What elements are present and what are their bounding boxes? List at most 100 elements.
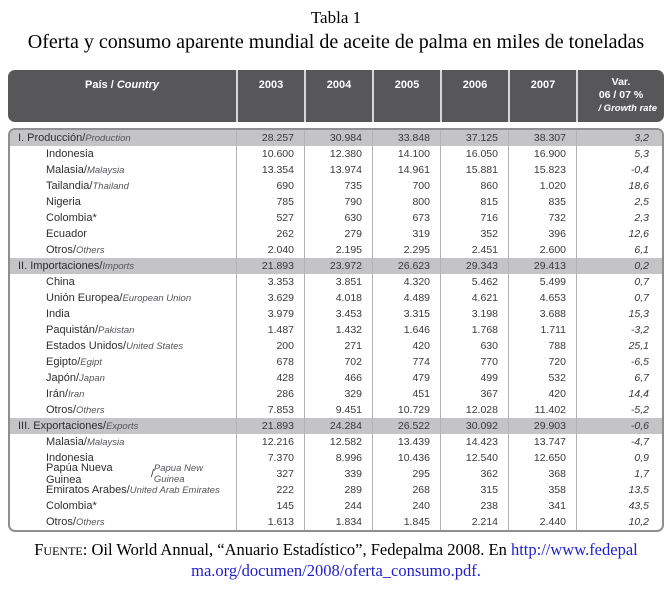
- row-label-en: Pakistan: [98, 324, 135, 336]
- source-link-line1[interactable]: http://www.fedepal: [510, 540, 638, 559]
- value-cell-2003: 145: [236, 498, 304, 514]
- value-cell-2006: 238: [440, 498, 508, 514]
- value-cell-2007: 358: [508, 482, 576, 498]
- value-cell-2006: 352: [440, 226, 508, 242]
- value-cell-2005: 3.315: [372, 306, 440, 322]
- value-cell-2005: 4.320: [372, 274, 440, 290]
- country-cell: Japón / Japan: [10, 370, 236, 386]
- value-cell-2006: 37.125: [440, 130, 508, 146]
- value-cell-2003: 10.600: [236, 146, 304, 162]
- value-cell-2005: 1.845: [372, 514, 440, 530]
- value-cell-2007: 788: [508, 338, 576, 354]
- value-cell-2003: 286: [236, 386, 304, 402]
- value-cell-2006: 30.092: [440, 418, 508, 434]
- country-cell: Tailandia / Thailand: [10, 178, 236, 194]
- value-cell-2003: 428: [236, 370, 304, 386]
- var-cell: 2,3: [576, 210, 662, 226]
- var-cell: 43,5: [576, 498, 662, 514]
- value-cell-2003: 13.354: [236, 162, 304, 178]
- label-separator: /: [126, 484, 130, 496]
- value-cell-2004: 23.972: [304, 258, 372, 274]
- value-cell-2005: 295: [372, 466, 440, 482]
- value-cell-2004: 12.380: [304, 146, 372, 162]
- value-cell-2007: 835: [508, 194, 576, 210]
- var-cell: 15,3: [576, 306, 662, 322]
- value-cell-2005: 319: [372, 226, 440, 242]
- var-cell: 0,9: [576, 450, 662, 466]
- row-label-es: Indonesia: [46, 148, 94, 160]
- row-label-es: I. Producción: [18, 132, 83, 144]
- row-label-es: Estados Unidos: [46, 340, 124, 352]
- var-cell: -3,2: [576, 322, 662, 338]
- section-row: I. Producción / Production 28.257 30.984 33…: [10, 130, 662, 146]
- var-cell: 2,5: [576, 194, 662, 210]
- label-separator: /: [123, 340, 127, 352]
- value-cell-2005: 14.961: [372, 162, 440, 178]
- row-label-es: Japón: [46, 372, 76, 384]
- country-header-en: Country: [116, 79, 159, 91]
- row-label-es: Colombia*: [46, 500, 97, 512]
- country-cell: Papúa Nueva Guinea / Papua New Guinea: [10, 462, 236, 486]
- country-cell: Otros / Others: [10, 402, 236, 418]
- data-table: País / Country 2003 2004 2005 2006 2007 …: [8, 70, 664, 532]
- value-cell-2007: 3.688: [508, 306, 576, 322]
- value-cell-2006: 1.768: [440, 322, 508, 338]
- row-label-en: European Union: [122, 292, 192, 304]
- country-cell: Indonesia: [10, 146, 236, 162]
- value-cell-2006: 15.881: [440, 162, 508, 178]
- value-cell-2003: 222: [236, 482, 304, 498]
- country-cell: Emiratos Arabes / United Arab Emirates: [10, 482, 236, 498]
- value-cell-2004: 289: [304, 482, 372, 498]
- source-label: Fuente:: [34, 540, 88, 559]
- country-cell: III. Exportaciones / Exports: [10, 418, 236, 434]
- label-separator: /: [94, 324, 98, 336]
- country-cell: Ecuador: [10, 226, 236, 242]
- section-row: III. Exportaciones / Exports 21.893 24.284…: [10, 418, 662, 434]
- row-label-en: Malaysia: [86, 436, 125, 448]
- value-cell-2004: 24.284: [304, 418, 372, 434]
- value-cell-2004: 9.451: [304, 402, 372, 418]
- value-cell-2007: 341: [508, 498, 576, 514]
- label-separator: /: [83, 436, 87, 448]
- row-label-en: Production: [85, 132, 131, 144]
- value-cell-2005: 26.522: [372, 418, 440, 434]
- value-cell-2007: 12.650: [508, 450, 576, 466]
- value-cell-2006: 4.621: [440, 290, 508, 306]
- var-cell: 0,7: [576, 274, 662, 290]
- value-cell-2006: 716: [440, 210, 508, 226]
- value-cell-2006: 16.050: [440, 146, 508, 162]
- value-cell-2007: 15.823: [508, 162, 576, 178]
- table-number: Tabla 1: [310, 8, 362, 27]
- var-cell: 3,2: [576, 130, 662, 146]
- value-cell-2003: 527: [236, 210, 304, 226]
- var-cell: -0,4: [576, 162, 662, 178]
- source-citation: Fuente: Oil World Annual, “Anuario Estad…: [0, 539, 672, 581]
- var-cell: 6,1: [576, 242, 662, 258]
- label-separator: /: [99, 260, 103, 272]
- table-row: Colombia* 145 244 240 238 341 43,5: [10, 498, 662, 514]
- value-cell-2007: 2.440: [508, 514, 576, 530]
- value-cell-2007: 396: [508, 226, 576, 242]
- table-row: Otros / Others 1.613 1.834 1.845 2.214 2.440 1…: [10, 514, 662, 530]
- var-cell: 18,6: [576, 178, 662, 194]
- value-cell-2004: 30.984: [304, 130, 372, 146]
- table-row: Tailandia / Thailand 690 735 700 860 1.020 18,…: [10, 178, 662, 194]
- value-cell-2007: 720: [508, 354, 576, 370]
- table-row: Otros / Others 7.853 9.451 10.729 12.028 11.4…: [10, 402, 662, 418]
- source-link-line2[interactable]: ma.org/documen/2008/oferta_consumo.pdf.: [191, 561, 481, 580]
- value-cell-2006: 499: [440, 370, 508, 386]
- value-cell-2006: 860: [440, 178, 508, 194]
- table-row: Irán / Iran 286 329 451 367 420 14,4: [10, 386, 662, 402]
- table-row: Ecuador 262 279 319 352 396 12,6: [10, 226, 662, 242]
- value-cell-2004: 2.195: [304, 242, 372, 258]
- value-cell-2005: 774: [372, 354, 440, 370]
- value-cell-2006: 12.540: [440, 450, 508, 466]
- table-row: Indonesia 10.600 12.380 14.100 16.050 16.900 5…: [10, 146, 662, 162]
- value-cell-2006: 367: [440, 386, 508, 402]
- value-cell-2007: 1.020: [508, 178, 576, 194]
- country-cell: Paquistán / Pakistan: [10, 322, 236, 338]
- row-label-en: Exports: [106, 420, 139, 432]
- value-cell-2004: 339: [304, 466, 372, 482]
- row-label-es: Malasia: [46, 436, 84, 448]
